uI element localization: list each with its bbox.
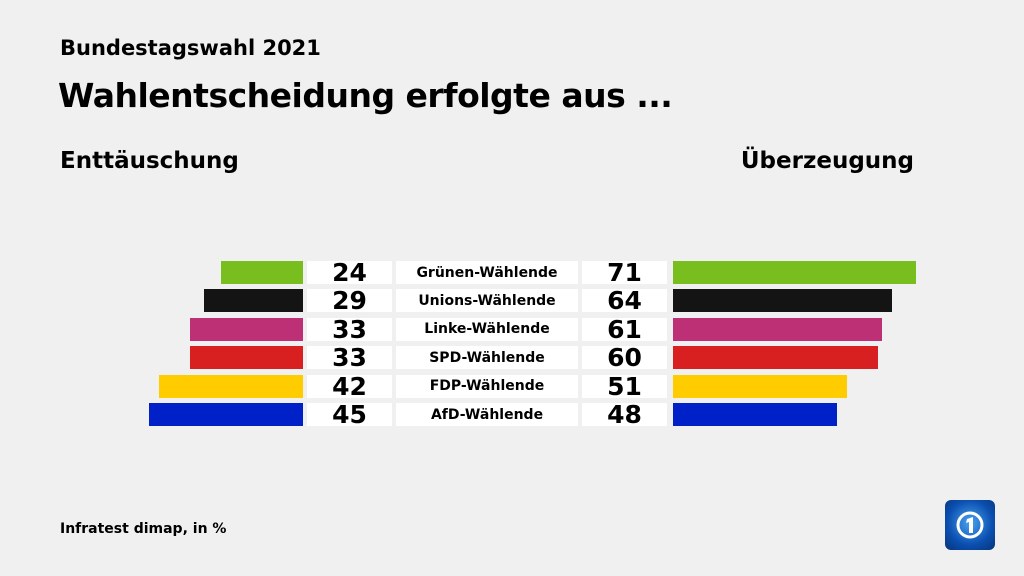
bar-left: [149, 403, 303, 426]
supertitle: Bundestagswahl 2021: [60, 36, 321, 60]
category-label: Linke-Wählende: [396, 317, 578, 341]
bar-right: [673, 317, 882, 341]
bar-left: [220, 261, 303, 284]
category-label: SPD-Wählende: [396, 346, 578, 370]
category-label: Grünen-Wählende: [396, 261, 578, 284]
value-right: 71: [582, 258, 667, 287]
value-right: 60: [582, 343, 667, 372]
value-right: 51: [582, 372, 667, 401]
source-note: Infratest dimap, in %: [60, 521, 227, 537]
bar-left: [190, 346, 303, 370]
category-label: Unions-Wählende: [396, 289, 578, 313]
chart-title: Wahlentscheidung erfolgte aus ...: [58, 76, 673, 115]
value-left: 24: [307, 258, 392, 287]
right-series-heading: Überzeugung: [740, 148, 914, 174]
bar-right: [673, 289, 892, 313]
category-label: FDP-Wählende: [396, 374, 578, 398]
bar-right: [673, 261, 916, 284]
value-left: 33: [307, 343, 392, 372]
value-left: 33: [307, 315, 392, 344]
bar-left: [203, 289, 303, 313]
bar-right: [673, 374, 848, 398]
bar-left: [190, 317, 303, 341]
bar-right: [673, 346, 879, 370]
category-label: AfD-Wählende: [396, 403, 578, 426]
tagesschau-logo-icon: [945, 500, 995, 550]
value-right: 61: [582, 315, 667, 344]
bar-right: [673, 403, 838, 426]
value-left: 42: [307, 372, 392, 401]
value-right: 64: [582, 286, 667, 315]
value-right: 48: [582, 400, 667, 429]
left-series-heading: Enttäuschung: [60, 148, 239, 174]
value-left: 45: [307, 400, 392, 429]
value-left: 29: [307, 286, 392, 315]
bar-left: [159, 374, 303, 398]
